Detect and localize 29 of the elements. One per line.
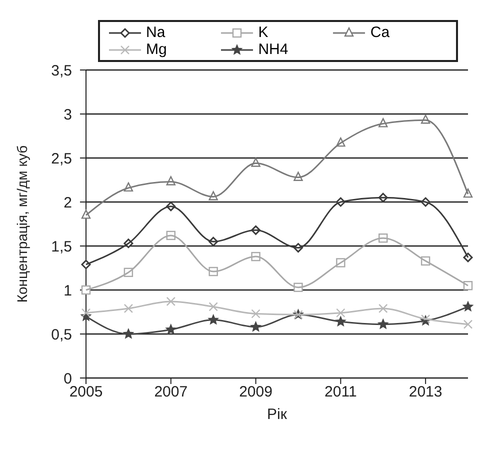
point	[124, 304, 134, 314]
point	[81, 308, 91, 318]
legend-label: NH4	[258, 41, 288, 58]
y-axis-title: Концентрація, мг/дм куб	[14, 145, 30, 303]
y-tick-label: 1	[64, 282, 72, 300]
x-tick-label: 2013	[408, 384, 442, 401]
y-tick-label: 2,5	[51, 150, 72, 168]
x-axis-title: Рік	[267, 406, 288, 423]
y-tick-label: 3	[64, 106, 72, 124]
y-tick-label: 2	[64, 194, 72, 212]
x-tick-label: 2005	[69, 384, 103, 401]
point	[336, 308, 346, 318]
point	[166, 296, 176, 306]
legend-label: Mg	[146, 41, 167, 58]
point	[251, 309, 260, 318]
x-tick-label: 2009	[239, 384, 272, 401]
legend-label: K	[258, 24, 268, 41]
point	[462, 301, 474, 312]
x-tick-label: 2011	[324, 384, 357, 401]
point	[463, 320, 473, 329]
legend-label: Ca	[370, 24, 390, 41]
point	[378, 304, 388, 314]
y-tick-label: 1,5	[51, 238, 72, 256]
point	[208, 302, 218, 312]
legend-label: Na	[146, 24, 166, 41]
y-tick-label: 3,5	[51, 62, 72, 80]
x-tick-label: 2007	[154, 384, 188, 401]
y-tick-label: 0,5	[51, 326, 72, 344]
y-tick-label: 0	[64, 370, 72, 388]
